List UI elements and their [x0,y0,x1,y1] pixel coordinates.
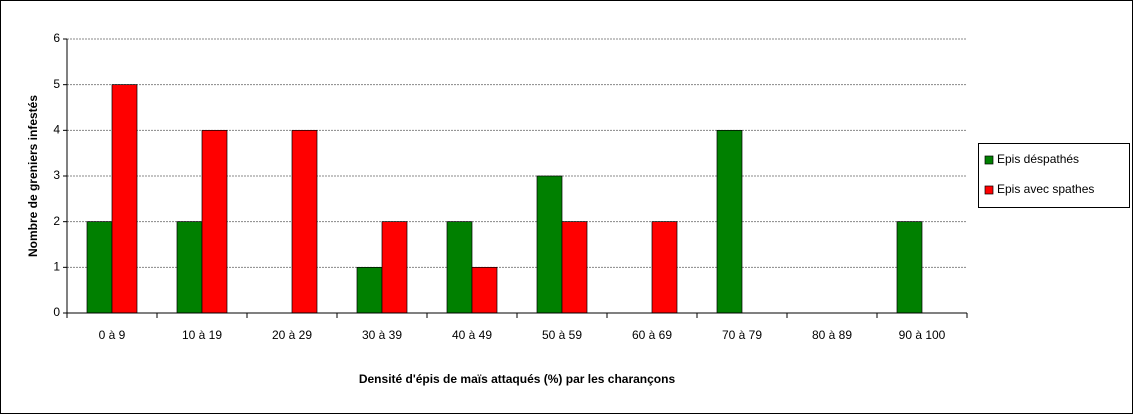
y-tick-label: 0 [53,305,60,319]
y-tick-label: 6 [53,31,60,45]
bar [176,221,203,314]
legend-swatch [984,155,994,165]
x-tick-label: 80 à 89 [812,328,852,342]
bar [471,266,498,314]
bar [561,221,588,314]
x-tick-label: 0 à 9 [99,328,126,342]
y-tick-label: 1 [53,260,60,274]
x-tick-label: 90 à 100 [899,328,946,342]
bar [86,221,113,314]
x-tick-label: 10 à 19 [182,328,222,342]
y-tick-label: 3 [53,168,60,182]
y-tick-label: 4 [53,123,60,137]
y-axis-label: Nombre de greniers infestés [26,95,40,257]
x-tick-label: 60 à 69 [632,328,672,342]
y-tick-label: 2 [53,214,60,228]
bar [896,221,923,314]
legend-box [978,143,1130,208]
bar [356,266,383,314]
x-tick-label: 70 à 79 [722,328,762,342]
y-tick-label: 5 [53,77,60,91]
x-tick-label: 40 à 49 [452,328,492,342]
bar [446,221,473,314]
legend-label: Epis avec spathes [997,182,1094,196]
bar [536,175,563,314]
x-tick-label: 20 à 29 [272,328,312,342]
bar [381,221,408,314]
bar [201,129,228,314]
bar [111,84,138,314]
legend-label: Epis déspathés [997,152,1079,166]
x-tick-label: 30 à 39 [362,328,402,342]
bar [651,221,678,314]
legend-swatch [984,185,994,195]
bar [716,129,743,314]
x-axis-label: Densité d'épis de maïs attaqués (%) par … [359,372,676,386]
x-tick-label: 50 à 59 [542,328,582,342]
bar [291,129,318,314]
